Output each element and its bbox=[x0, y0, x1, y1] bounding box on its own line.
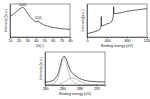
plot-frame bbox=[87, 4, 147, 37]
x-tick: 284 bbox=[60, 85, 66, 91]
x-tick: 20 bbox=[17, 37, 21, 43]
series-line bbox=[10, 7, 70, 29]
y-axis-title: Intensity(a.u.) bbox=[81, 10, 85, 32]
x-tick: 50 bbox=[43, 37, 47, 43]
annotation: (100) bbox=[35, 16, 42, 20]
y-axis-title: Intensity (a.u.) bbox=[4, 9, 8, 32]
x-tick-label: 292 bbox=[94, 87, 100, 91]
x-tick-label: 20 bbox=[17, 39, 21, 43]
y-axis bbox=[87, 5, 88, 38]
x-tick: 40 bbox=[34, 37, 38, 43]
figure: 10 20 30 40 50 60 70 80 2θ(°) Intensity (a.u.) (00… bbox=[0, 0, 150, 99]
y-axis-line bbox=[45, 53, 46, 86]
x-tick-label: 40 bbox=[34, 39, 38, 43]
x-tick: 70 bbox=[60, 37, 64, 43]
panel: 10 20 30 40 50 60 70 80 2θ(°) Intensity (a.u.) (00… bbox=[4, 3, 73, 48]
x-tick: 288 bbox=[77, 85, 83, 91]
x-tick: 80 bbox=[69, 37, 73, 43]
x-tick-label: 288 bbox=[77, 87, 83, 91]
x-tick-label: 1200 bbox=[144, 39, 150, 43]
annotation: (002) bbox=[19, 3, 26, 7]
x-tick: 400 bbox=[105, 37, 111, 43]
x-axis-title: Binding energy (eV) bbox=[59, 92, 91, 96]
plot-marks bbox=[87, 7, 147, 34]
y-axis bbox=[10, 5, 11, 38]
x-tick-label: 284 bbox=[60, 87, 66, 91]
x-tick-label: 800 bbox=[125, 39, 131, 43]
series-line bbox=[45, 78, 105, 85]
plot-marks bbox=[45, 56, 105, 85]
plot-marks bbox=[10, 7, 70, 29]
series-line bbox=[87, 7, 147, 34]
x-tick: 292 bbox=[94, 85, 100, 91]
series-line bbox=[45, 59, 105, 85]
x-tick-label: 70 bbox=[60, 39, 64, 43]
x-tick: 0 bbox=[87, 37, 89, 43]
x-tick-label: 280 bbox=[43, 87, 49, 91]
x-tick: 60 bbox=[51, 37, 55, 43]
x-tick-label: 0 bbox=[87, 39, 89, 43]
y-axis-line bbox=[87, 5, 88, 38]
x-tick-label: 10 bbox=[9, 39, 13, 43]
x-tick-label: 400 bbox=[105, 39, 111, 43]
x-axis: 280 284 288 292 bbox=[43, 85, 106, 91]
x-tick-label: 30 bbox=[26, 39, 30, 43]
x-axis: 0 400 800 1200 bbox=[87, 37, 150, 43]
x-tick: 800 bbox=[125, 37, 131, 43]
y-axis-title: Intensity (a.u.) bbox=[39, 57, 43, 80]
y-axis bbox=[45, 53, 46, 86]
x-tick-label: 50 bbox=[43, 39, 47, 43]
plot-frame bbox=[10, 4, 70, 37]
x-tick: 10 bbox=[9, 37, 13, 43]
x-axis-title: Binding energy (eV) bbox=[101, 44, 133, 48]
panel: 0 400 800 1200 Binding energy (eV) Intensity(… bbox=[81, 4, 150, 48]
x-tick-label: 80 bbox=[69, 39, 73, 43]
x-tick: 1200 bbox=[144, 37, 150, 43]
x-tick-label: 60 bbox=[51, 39, 55, 43]
x-tick: 30 bbox=[26, 37, 30, 43]
x-axis-title: 2θ(°) bbox=[36, 44, 44, 48]
plot-frame bbox=[45, 52, 105, 85]
x-axis: 10 20 30 40 50 60 70 80 bbox=[9, 37, 73, 43]
panel: 280 284 288 292Binding energy (eV) Intensity… bbox=[39, 52, 106, 96]
y-axis-line bbox=[10, 5, 11, 38]
x-tick: 280 bbox=[43, 85, 49, 91]
x-axis-line bbox=[88, 38, 148, 39]
